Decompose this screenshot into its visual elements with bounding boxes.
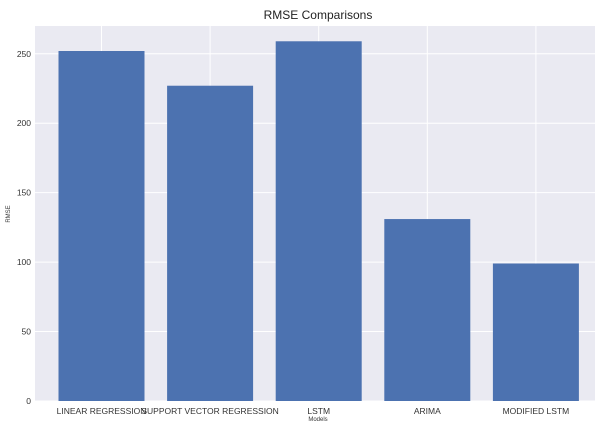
bar-modified-lstm [492, 263, 579, 401]
y-tick-label: 150 [17, 188, 31, 198]
y-tick-label: 50 [22, 327, 32, 337]
x-tick-label: ARIMA [414, 406, 441, 416]
bar-linear-regression [58, 51, 145, 401]
y-tick-label: 100 [17, 257, 31, 267]
x-axis-label: Models [308, 417, 327, 423]
y-tick-label: 200 [17, 118, 31, 128]
x-tick-label: SUPPORT VECTOR REGRESSION [141, 406, 278, 416]
bars [58, 41, 579, 402]
x-tick-label: LINEAR REGRESSION [57, 406, 147, 416]
chart-title: RMSE Comparisons [264, 8, 373, 22]
y-tick-label: 0 [26, 396, 31, 406]
x-tick-label: MODIFIED LSTM [503, 406, 570, 416]
x-tick-label: LSTM [307, 406, 330, 416]
y-axis-label: RMSE [6, 205, 12, 222]
bar-support-vector-regression [167, 85, 254, 401]
y-tick-labels: 0 50 100 150 200 250 [17, 49, 31, 406]
bar-lstm [275, 41, 362, 402]
bar-arima [384, 219, 471, 401]
y-tick-label: 250 [17, 49, 31, 59]
